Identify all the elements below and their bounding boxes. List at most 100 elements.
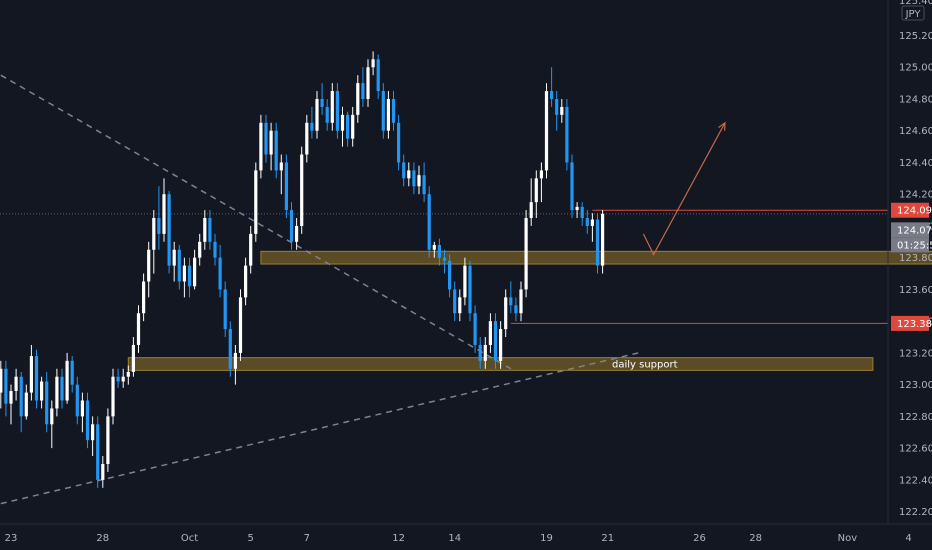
candle [147,241,151,298]
candle [259,114,263,179]
candle-body [121,376,125,382]
candle-body [295,225,299,242]
x-tick-label: 4 [905,533,911,544]
candle [325,98,329,131]
candle [60,368,64,409]
candle [65,352,69,404]
y-tick-label: 122.400 [899,475,932,486]
current-price-tag: 124.076 [891,222,932,238]
candle [136,305,141,353]
x-tick-label: Nov [838,533,858,544]
candle [45,371,49,433]
candle [473,305,477,353]
candle [193,249,197,290]
candle [187,257,192,298]
candle [152,210,156,274]
candle-body [193,257,197,287]
candle-body [437,244,441,258]
candle-body [254,170,258,234]
y-tick-label: 125.200 [899,31,932,42]
projection-path[interactable] [642,122,726,256]
level-price-tag-2-text: 123.386 [897,319,932,330]
candle [478,337,482,369]
candle-body [9,390,13,404]
candle [50,400,54,449]
candle-body [351,114,355,139]
candle-body [198,241,202,258]
candle-body [50,408,54,425]
candle [177,244,181,290]
candle [585,210,589,234]
candle [402,154,406,187]
y-tick-label: 123.600 [899,285,932,296]
projection-arrowhead [718,121,726,131]
candle [157,186,161,250]
candle [289,202,294,250]
candle [142,273,146,322]
candle [458,289,462,322]
y-tick-label: 123.000 [899,380,932,391]
candle [75,376,79,425]
candle [351,106,355,147]
x-tick-label: Oct [181,533,198,544]
time-axis[interactable]: 23 28 Oct 5 7 12 14 19 21 26 28 Nov 4 [5,533,912,544]
candle-body [320,98,324,107]
candle [91,416,95,457]
candle [601,210,605,274]
candle [550,67,554,107]
candle-body [274,130,278,171]
candle [407,162,411,187]
candle-body [417,175,421,187]
candle [529,178,533,226]
y-tick-label: 125.000 [899,63,932,74]
candle [427,186,431,258]
x-tick-label: 26 [693,533,706,544]
candle-body [279,162,283,171]
candle-body [539,170,543,179]
candle [483,337,487,369]
candle-body [499,329,503,361]
candle-body [249,233,253,266]
candle [228,321,232,377]
candle [356,75,360,123]
candle [121,368,125,388]
candle-body [55,376,59,409]
candle-body [80,400,84,417]
candle-body [116,376,120,382]
candle [111,368,115,425]
annotations-layer: daily support [612,360,678,371]
y-tick-label: 124.600 [899,126,932,137]
candle [555,91,559,131]
candle-body [91,424,95,441]
x-tick-label: 28 [749,533,762,544]
candle-body [330,91,334,123]
y-tick-label: 124.800 [899,94,932,105]
candle [488,313,492,353]
candle [131,337,135,377]
candle-body [111,376,115,417]
candle [453,281,457,322]
candle [29,344,33,401]
candle [544,83,549,179]
candle [376,54,380,99]
candle [371,51,375,76]
candle-body [29,356,33,393]
candle [14,368,18,401]
candle [442,249,447,274]
candle [238,289,243,361]
y-tick-label: 124.200 [899,190,932,201]
candle-body [432,244,436,250]
candle [580,202,584,226]
candle [330,83,334,131]
y-tick-label: 123.800 [899,253,932,264]
candle-body [340,114,345,131]
candle [499,321,503,369]
candle-body [560,106,564,115]
x-tick-label: 14 [448,533,461,544]
candle [279,154,283,195]
candle [4,360,8,417]
candle-body [601,213,605,266]
candle-body [346,114,350,139]
candle-body [524,218,528,290]
